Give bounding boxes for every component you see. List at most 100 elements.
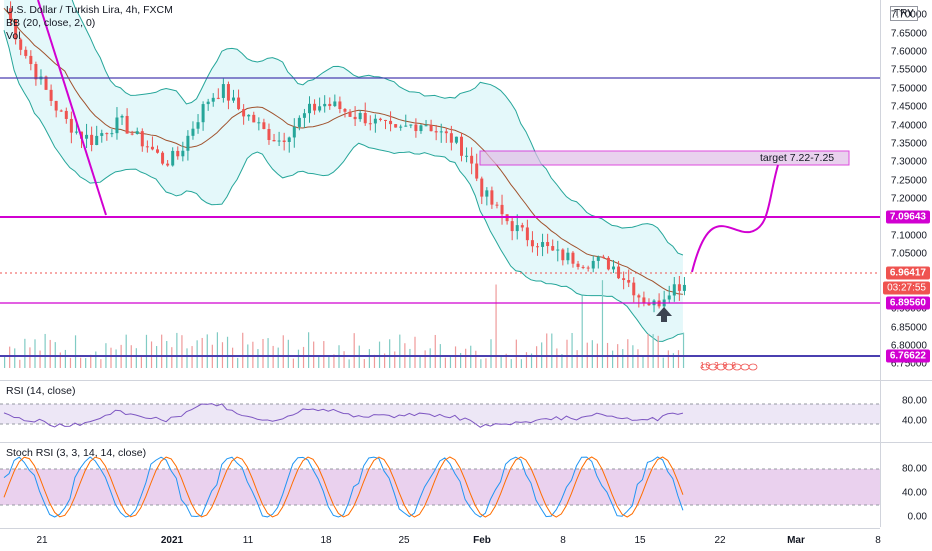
candle-body bbox=[44, 76, 48, 90]
volume-bar bbox=[313, 341, 315, 368]
volume-bar bbox=[277, 347, 279, 368]
candle-body bbox=[561, 249, 565, 261]
time-tick: 25 bbox=[398, 535, 410, 546]
candle-body bbox=[171, 150, 175, 166]
volume-bar bbox=[485, 358, 487, 368]
volume-bar bbox=[363, 359, 365, 368]
volume-bar bbox=[637, 349, 639, 368]
volume-bar bbox=[622, 349, 624, 368]
candle-body bbox=[201, 104, 205, 123]
price-chart-pane[interactable]: U.S. Dollar / Turkish Lira, 4h, FXCM BB … bbox=[0, 0, 880, 380]
volume-bar bbox=[627, 339, 629, 368]
stoch-rsi-legend[interactable]: Stoch RSI (3, 3, 14, 14, close) bbox=[6, 447, 147, 459]
candle-body bbox=[105, 133, 109, 135]
volume-bar bbox=[510, 359, 512, 368]
event-markers[interactable]: 10 2 8 8 bbox=[700, 361, 737, 370]
volume-bar bbox=[434, 334, 436, 368]
price-chart-svg[interactable] bbox=[0, 0, 880, 380]
rsi-legend[interactable]: RSI (14, close) bbox=[6, 385, 76, 397]
symbol-title[interactable]: U.S. Dollar / Turkish Lira, 4h, FXCM bbox=[6, 4, 173, 16]
stoch-k-line bbox=[3, 456, 684, 518]
candle-body bbox=[297, 117, 301, 127]
volume-bar bbox=[368, 349, 370, 368]
price-tick: 6.75000 bbox=[890, 358, 927, 370]
volume-bar bbox=[100, 359, 102, 368]
volume-bar bbox=[308, 332, 310, 368]
rsi-svg[interactable] bbox=[0, 381, 880, 442]
candle-body bbox=[672, 284, 676, 296]
time-tick: 8 bbox=[560, 535, 566, 546]
volume-bar bbox=[318, 355, 320, 368]
candle-body bbox=[515, 225, 519, 232]
trend-line bbox=[37, 0, 107, 216]
volume-bar bbox=[14, 348, 16, 368]
volume-bar bbox=[515, 339, 517, 368]
bollinger-lower bbox=[3, 30, 684, 342]
candle-body bbox=[373, 118, 377, 124]
price-tick: 7.30000 bbox=[890, 156, 927, 168]
candle-body bbox=[49, 89, 53, 101]
candle-body bbox=[90, 134, 94, 145]
candle-body bbox=[221, 84, 225, 98]
volume-bar bbox=[4, 356, 6, 368]
stoch-axis[interactable]: 80.00 40.00 0.00 bbox=[880, 443, 932, 527]
time-tick: 2021 bbox=[160, 535, 184, 546]
stoch-band bbox=[0, 469, 880, 505]
price-tick: 7.20000 bbox=[890, 193, 927, 205]
volume-bar bbox=[647, 334, 649, 368]
price-tick: 7.60000 bbox=[890, 46, 927, 58]
price-tick: 7.05000 bbox=[890, 248, 927, 260]
candle-body bbox=[475, 163, 479, 179]
volume-bar bbox=[480, 359, 482, 368]
volume-bar bbox=[287, 339, 289, 368]
volume-bar bbox=[181, 335, 183, 368]
candle-body bbox=[642, 297, 646, 304]
volume-bar bbox=[546, 333, 548, 368]
volume-bar bbox=[80, 357, 82, 368]
stoch-rsi-svg[interactable] bbox=[0, 443, 880, 527]
bollinger-upper bbox=[71, 0, 684, 256]
candle-body bbox=[470, 155, 474, 164]
volume-bar bbox=[267, 338, 269, 368]
volume-bar bbox=[44, 333, 46, 368]
candle-body bbox=[282, 140, 286, 142]
rsi-tick: 80.00 bbox=[901, 395, 927, 407]
volume-bar bbox=[556, 348, 558, 368]
candle-body bbox=[232, 97, 235, 101]
price-tick: 7.35000 bbox=[890, 138, 927, 150]
candle-body bbox=[156, 149, 159, 153]
volume-bar bbox=[95, 351, 97, 368]
volume-bar bbox=[384, 353, 386, 368]
time-tick: Mar bbox=[787, 535, 805, 546]
countdown-badge: 03:27:55 bbox=[883, 281, 930, 295]
candle-body bbox=[19, 39, 23, 50]
volume-bar bbox=[59, 352, 61, 368]
volume-bar bbox=[24, 338, 26, 368]
currency-label[interactable]: TRY bbox=[890, 6, 918, 21]
price-tick: 7.10000 bbox=[890, 230, 927, 242]
price-axis[interactable]: 7.70000 7.65000 7.60000 7.55000 7.50000 7.450… bbox=[880, 0, 932, 380]
bb-legend[interactable]: BB (20, close, 2, 0) bbox=[6, 17, 96, 29]
volume-bar bbox=[216, 332, 218, 368]
vol-legend[interactable]: Vol bbox=[6, 30, 21, 42]
volume-bar bbox=[297, 349, 300, 368]
time-axis[interactable]: 21 2021 11 18 25 Feb 8 15 22 Mar 8 bbox=[0, 528, 881, 551]
stoch-rsi-pane[interactable]: Stoch RSI (3, 3, 14, 14, close) bbox=[0, 443, 880, 527]
rsi-axis[interactable]: 80.00 40.00 bbox=[880, 381, 932, 442]
volume-bar bbox=[9, 346, 11, 368]
volume-bar bbox=[399, 334, 401, 368]
volume-bar bbox=[601, 280, 604, 368]
candle-body bbox=[546, 242, 550, 247]
time-tick: 8 bbox=[875, 535, 881, 546]
rsi-pane[interactable]: RSI (14, close) bbox=[0, 381, 880, 442]
volume-bar bbox=[652, 334, 654, 368]
candle-body bbox=[313, 103, 317, 111]
volume-bar bbox=[576, 350, 578, 368]
candle-body bbox=[135, 131, 139, 134]
candle-body bbox=[591, 260, 595, 269]
stoch-d-line bbox=[3, 456, 684, 518]
candle-body bbox=[495, 204, 499, 206]
candle-body bbox=[211, 97, 215, 102]
volume-bar bbox=[49, 339, 51, 368]
candle-body bbox=[419, 125, 423, 132]
